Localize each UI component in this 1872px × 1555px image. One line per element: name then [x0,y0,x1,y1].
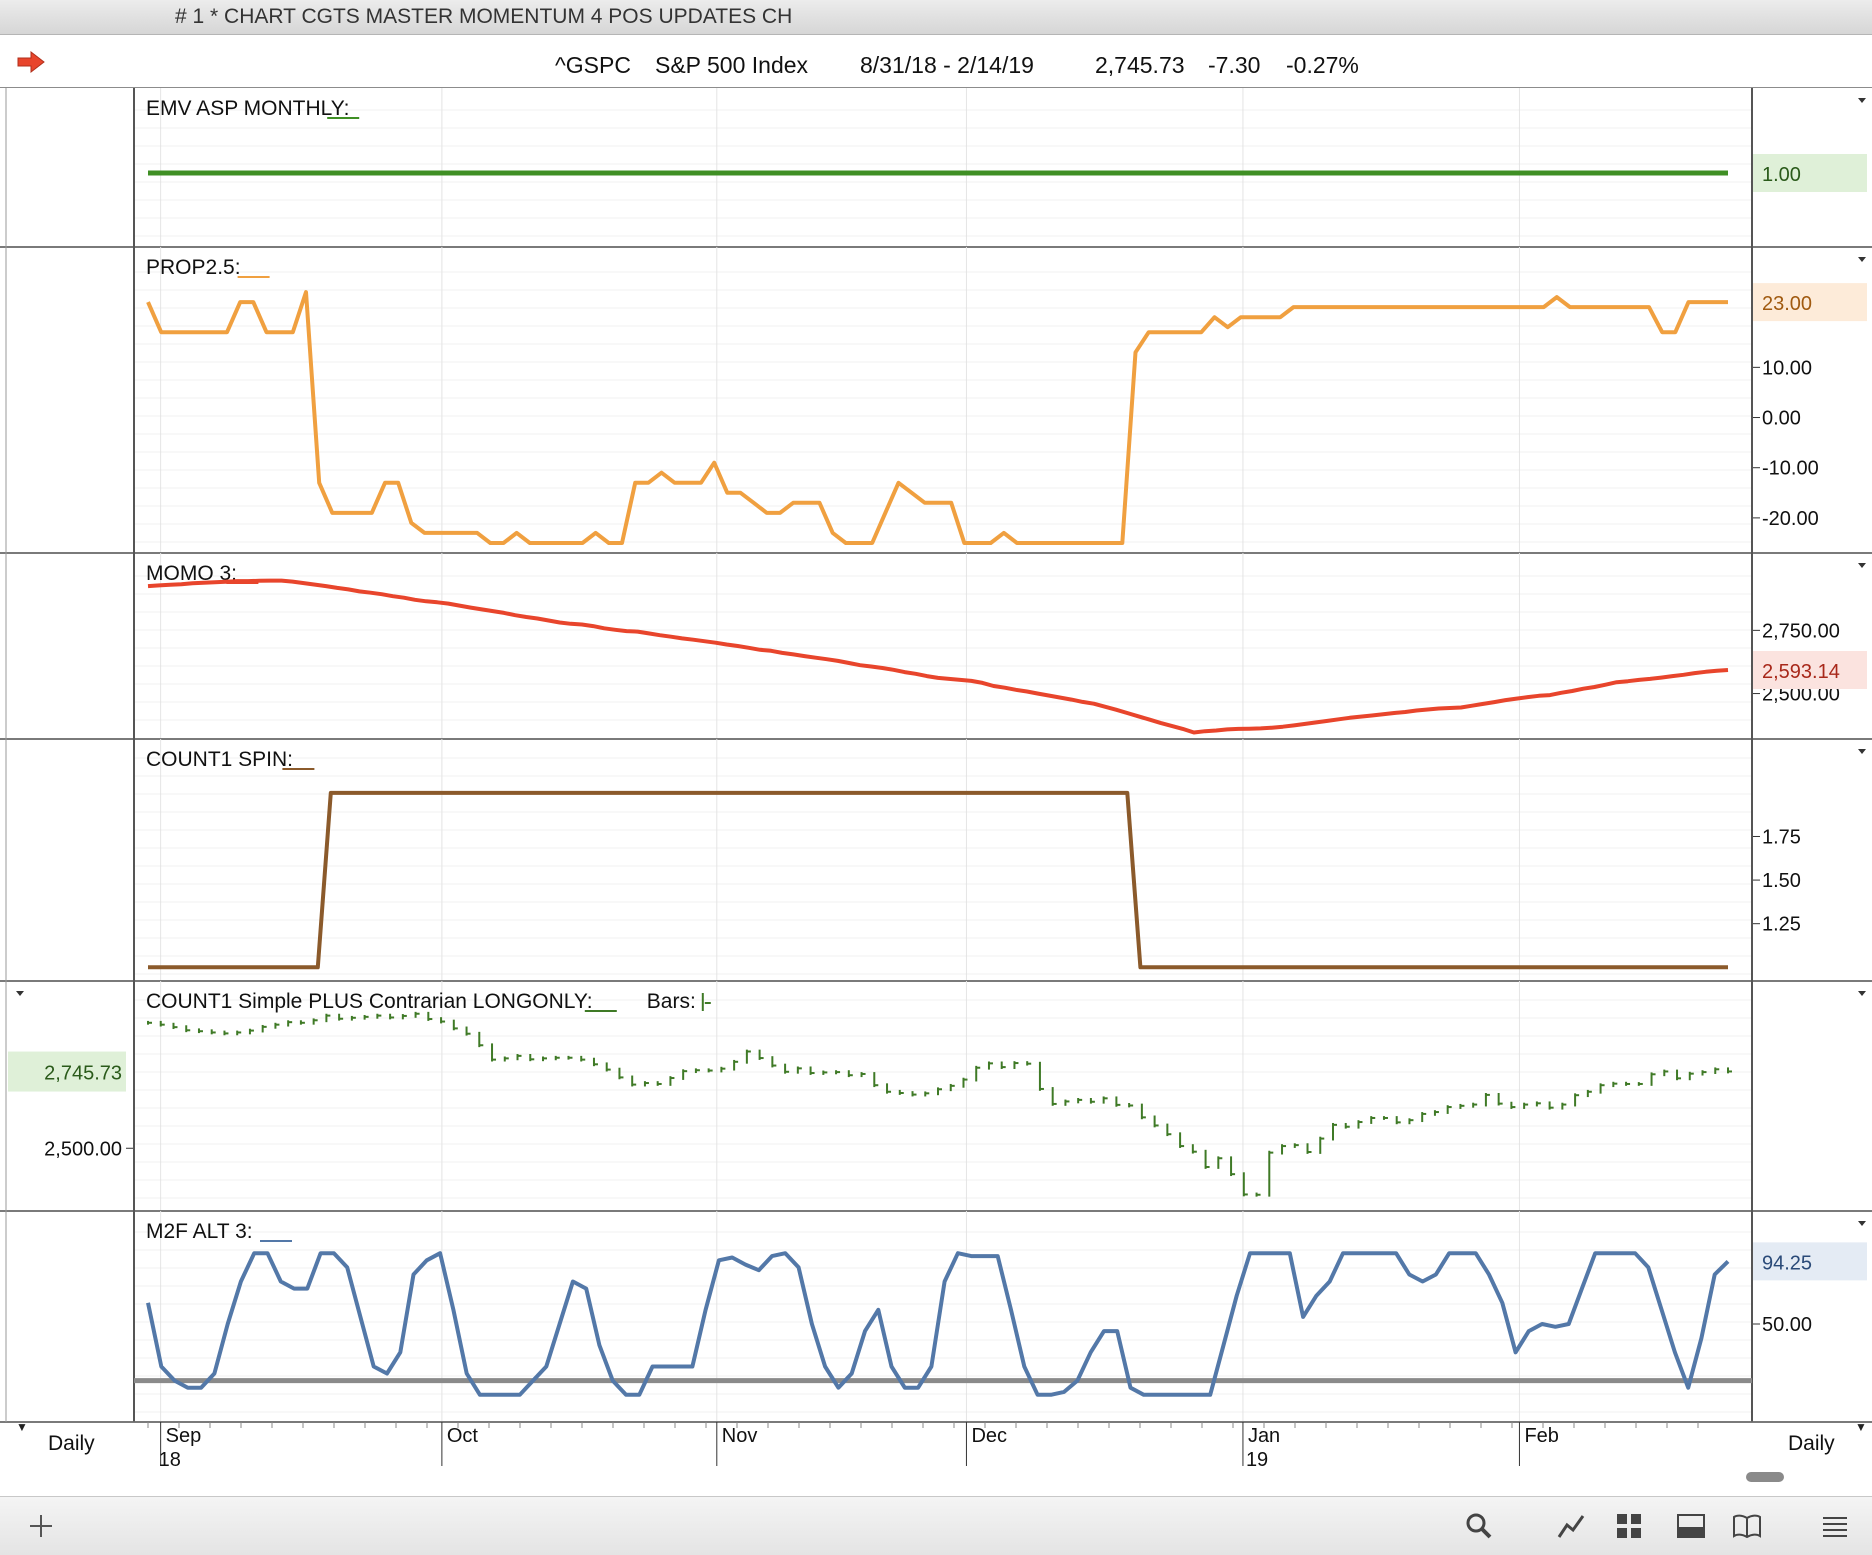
y-tick-label: 50.00 [1762,1314,1812,1336]
x-year-label: 19 [1246,1449,1268,1471]
last-value-momo: 2,593.14 [1762,661,1840,683]
series-line-m2f [146,1251,1730,1397]
period-selector-left[interactable]: Daily [48,1432,95,1455]
window-title: # 1 * CHART CGTS MASTER MOMENTUM 4 POS U… [175,5,793,28]
period-dropdown-icon-right[interactable]: ▼ [1855,1420,1867,1434]
last-value-emv-bg [1753,154,1867,192]
panel-title: EMV ASP MONTHLY: [146,97,349,120]
panel-title: M2F ALT 3: [146,1220,253,1243]
x-month-label: Jan [1248,1425,1280,1447]
x-month-label: Feb [1524,1425,1558,1447]
line-chart-icon[interactable] [1556,1511,1586,1541]
panel-menu-icon[interactable] [1858,991,1866,996]
panel-menu-icon[interactable] [1858,1221,1866,1226]
series-line-count1 [148,790,1728,970]
bottom-toolbar [0,1496,1872,1555]
y-tick-label: 10.00 [1762,357,1812,379]
percent-change: -0.27% [1286,52,1359,78]
left-axis-area [0,88,134,1422]
date-range: 8/31/18 - 2/14/19 [860,52,1034,78]
series-line-prop [146,290,1728,545]
chart-area[interactable]: EMV ASP MONTHLY: PROP2.5: 10.00 0.00 -10.00 -… [0,88,1872,1496]
panel-title: MOMO 3: [146,562,237,585]
y-tick-label: 1.75 [1762,826,1801,848]
layout-icon[interactable] [1676,1511,1706,1541]
last-value-momo-bg [1753,651,1867,690]
add-icon[interactable] [26,1511,56,1541]
last-value-price: 2,745.73 [44,1063,122,1085]
last-value-m2f: 94.25 [1762,1252,1812,1274]
panel-title: COUNT1 SPIN: [146,748,293,771]
period-dropdown-icon[interactable]: ▼ [16,1420,28,1434]
search-icon[interactable] [1464,1511,1494,1541]
last-value-emv: 1.00 [1762,164,1801,186]
horizontal-scrollbar[interactable] [1746,1472,1784,1482]
y-tick-label: 2,500.00 [44,1138,122,1160]
symbol-name: S&P 500 Index [655,52,809,78]
y-tick-label: 0.00 [1762,408,1801,430]
x-year-label: 18 [159,1449,181,1471]
series-line-momo [147,578,1729,735]
book-icon[interactable] [1732,1511,1762,1541]
menu-icon[interactable] [1820,1511,1850,1541]
x-month-label: Dec [971,1425,1007,1447]
red-arrow-icon[interactable] [16,51,46,73]
last-value-m2f-bg [1753,1242,1867,1281]
y-tick-label: -10.00 [1762,458,1819,480]
bars-label: Bars: [647,990,696,1013]
grid-icon[interactable] [1614,1511,1644,1541]
panel-title: COUNT1 Simple PLUS Contrarian LONGONLY: [146,990,593,1013]
y-tick-label: 2,750.00 [1762,620,1840,642]
panel-menu-icon[interactable] [1858,98,1866,103]
panel-title: PROP2.5: [146,256,241,279]
symbol-info-bar: ^GSPC S&P 500 Index 8/31/18 - 2/14/19 2,… [0,35,1872,88]
last-value-price-bg [8,1051,126,1092]
window-titlebar: # 1 * CHART CGTS MASTER MOMENTUM 4 POS U… [0,0,1872,35]
last-price: 2,745.73 [1095,52,1185,78]
x-month-label: Oct [447,1425,479,1447]
price-change: -7.30 [1208,52,1261,78]
x-month-label: Nov [722,1425,758,1447]
y-tick-label: 1.25 [1762,914,1801,936]
panel-menu-icon[interactable] [1858,749,1866,754]
y-tick-label: 2,500.00 [1762,684,1840,706]
y-tick-label: 1.50 [1762,870,1801,892]
y-tick-label: -20.00 [1762,508,1819,530]
price-panel-menu-icon[interactable] [16,991,24,996]
period-selector-right[interactable]: Daily [1788,1432,1835,1455]
last-value-prop: 23.00 [1762,293,1812,315]
x-month-label: Sep [166,1425,202,1447]
symbol-ticker: ^GSPC [555,52,631,78]
panel-menu-icon[interactable] [1858,563,1866,568]
last-value-prop-bg [1753,283,1867,322]
panel-menu-icon[interactable] [1858,257,1866,262]
